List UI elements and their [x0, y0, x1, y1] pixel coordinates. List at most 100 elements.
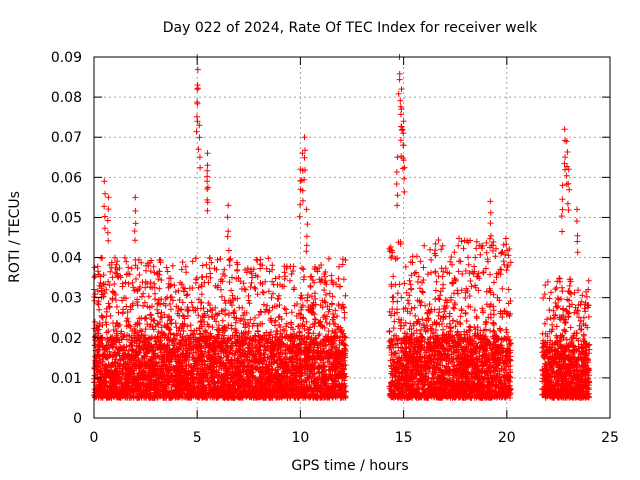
data-point [326, 320, 333, 327]
data-point [269, 262, 276, 269]
data-point [272, 275, 279, 282]
data-point [298, 306, 305, 313]
data-point [179, 299, 186, 306]
data-point [128, 334, 135, 341]
data-point [299, 265, 305, 272]
data-point [342, 292, 349, 299]
data-point [145, 293, 152, 300]
data-point [96, 306, 103, 313]
data-point [206, 265, 213, 272]
data-point [281, 276, 288, 282]
data-point [242, 324, 249, 331]
data-point [245, 297, 252, 304]
data-point [483, 288, 490, 295]
data-point [121, 254, 128, 261]
data-point [281, 305, 288, 312]
data-point [206, 254, 213, 261]
data-point [103, 313, 110, 320]
data-point [111, 281, 118, 287]
data-point [217, 256, 224, 262]
data-point [132, 257, 139, 263]
data-point [109, 274, 116, 281]
data-point [341, 309, 348, 316]
data-point [151, 280, 158, 287]
data-point [227, 255, 234, 262]
data-point [308, 273, 315, 280]
data-point [168, 306, 174, 313]
data-point [329, 300, 335, 307]
data-point [195, 284, 202, 291]
data-point [252, 314, 258, 321]
data-point [253, 365, 260, 372]
data-point [325, 328, 332, 335]
data-point [252, 286, 259, 292]
data-point [300, 315, 307, 322]
data-point [125, 264, 132, 271]
data-point [173, 303, 180, 310]
data-point [409, 253, 416, 260]
data-point [138, 293, 145, 300]
data-point [123, 258, 130, 265]
data-point [147, 311, 154, 318]
data-point [257, 256, 264, 263]
data-point [134, 302, 141, 309]
data-point [183, 269, 190, 276]
data-point [199, 274, 206, 281]
data-point [204, 308, 211, 315]
data-point [265, 288, 272, 295]
data-point [260, 289, 267, 296]
data-point [151, 317, 158, 324]
data-point [190, 307, 197, 314]
data-point [152, 290, 158, 297]
data-point [329, 293, 336, 300]
data-point [155, 276, 162, 282]
data-point [219, 317, 226, 324]
data-point [218, 293, 225, 300]
data-point [228, 287, 235, 294]
data-point [124, 315, 131, 322]
data-point [340, 276, 347, 283]
data-point [144, 321, 151, 328]
data-point [268, 294, 275, 301]
data-point [207, 274, 214, 281]
data-point [414, 278, 421, 285]
data-point [199, 262, 206, 269]
data-point [164, 268, 171, 275]
data-point [189, 258, 196, 265]
data-point [187, 322, 194, 329]
data-point [178, 266, 185, 273]
data-point [107, 268, 114, 275]
data-point [101, 290, 108, 297]
data-point [328, 272, 335, 279]
data-point [256, 312, 262, 318]
data-point [221, 266, 228, 273]
data-point [507, 259, 514, 266]
data-point [91, 264, 98, 271]
data-point [289, 268, 296, 274]
data-point [234, 295, 241, 302]
data-point [291, 302, 298, 309]
data-point [244, 265, 251, 272]
data-point [308, 293, 315, 300]
data-point [312, 316, 319, 323]
data-point [246, 300, 253, 307]
data-point [182, 263, 189, 270]
data-point [132, 262, 139, 269]
data-point [103, 329, 110, 336]
data-point [172, 288, 179, 295]
data-point [242, 286, 249, 293]
data-point [341, 314, 348, 321]
data-point [128, 265, 135, 272]
data-point [226, 262, 233, 269]
data-point [198, 291, 205, 298]
data-point [421, 242, 428, 249]
data-point [468, 283, 475, 290]
data-point [179, 259, 186, 266]
data-point [311, 290, 318, 297]
data-point [113, 303, 120, 310]
data-point [114, 258, 121, 265]
data-point [290, 263, 297, 270]
data-point [234, 261, 241, 268]
data-point [185, 307, 192, 314]
data-point [140, 290, 147, 297]
